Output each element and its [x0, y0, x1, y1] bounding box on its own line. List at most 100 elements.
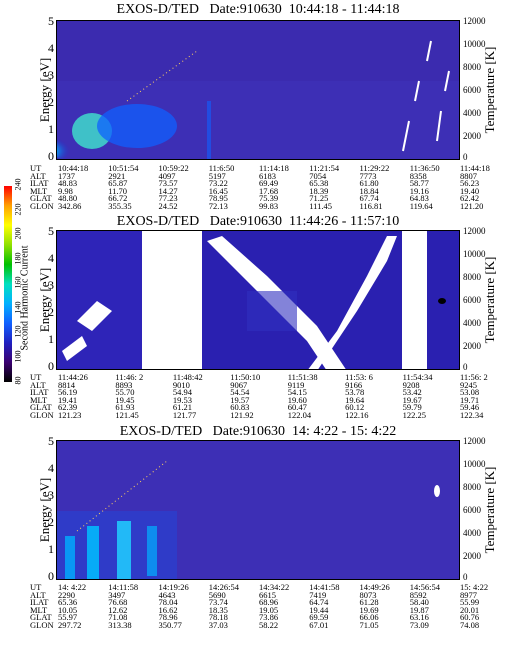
- table-cell: 1737: [58, 170, 75, 181]
- table-cell: 355.35: [108, 200, 132, 211]
- table-cell: 11:36:50: [409, 163, 440, 173]
- y2tick: 12000: [463, 226, 486, 236]
- y2-axis-label: Temperature [K]: [482, 466, 497, 554]
- colorbar-tick: 180: [13, 252, 23, 264]
- table-cell: 60.12: [345, 402, 365, 413]
- row-label: MLT: [30, 394, 48, 405]
- panel-2: EXOS-D/TED Date:910630 11:44:26 - 11:57:…: [0, 212, 505, 424]
- table-cell: 54.54: [230, 387, 250, 398]
- table-cell: 48.83: [58, 178, 78, 189]
- row-label: GLON: [30, 619, 54, 630]
- table-cell: 121.20: [460, 200, 484, 211]
- ytick: 5: [48, 434, 54, 448]
- table-cell: 37.03: [208, 619, 228, 630]
- y2tick: 6000: [463, 505, 481, 515]
- table-cell: 16.45: [208, 185, 228, 196]
- table-cell: 18.39: [309, 185, 329, 196]
- spectrogram-2: [57, 231, 459, 369]
- table-cell: 8073: [359, 589, 377, 600]
- table-cell: 58.22: [259, 619, 279, 630]
- table-cell: 71.25: [309, 193, 329, 204]
- ytick: 3: [48, 278, 54, 292]
- table-cell: 78.96: [158, 612, 178, 623]
- y2tick: 8000: [463, 272, 481, 282]
- table-cell: 121.45: [115, 409, 139, 420]
- table-cell: 9067: [230, 379, 248, 390]
- spectrogram-plot: [56, 230, 460, 370]
- y2tick: 8000: [463, 482, 481, 492]
- panel-title: EXOS-D/TED Date:910630 10:44:18 - 11:44:…: [116, 2, 400, 17]
- table-cell: 14:19:26: [158, 582, 189, 592]
- table-cell: 16.62: [158, 604, 178, 615]
- table-cell: 19.69: [359, 604, 379, 615]
- table-cell: 19.40: [460, 185, 480, 196]
- table-cell: 59.79: [402, 402, 422, 413]
- table-cell: 61.28: [359, 597, 379, 608]
- colorbar-tick: 120: [13, 325, 23, 338]
- table-cell: 58.40: [409, 597, 429, 608]
- table-cell: 19.45: [115, 394, 135, 405]
- row-label: ILAT: [30, 387, 49, 398]
- table-cell: 72.13: [208, 200, 228, 211]
- table-cell: 66.06: [359, 612, 379, 623]
- table-cell: 7419: [309, 589, 327, 600]
- table-cell: 2290: [58, 589, 75, 600]
- table-cell: 122.25: [402, 409, 426, 420]
- colorbar-tick: 240: [13, 178, 23, 191]
- table-cell: 14:11:58: [108, 582, 139, 592]
- table-cell: 64.83: [409, 193, 429, 204]
- table-cell: 8358: [409, 170, 427, 181]
- table-cell: 14:56:54: [409, 582, 440, 592]
- table-cell: 19.57: [230, 394, 250, 405]
- table-cell: 53.08: [460, 387, 480, 398]
- table-cell: 59.46: [460, 402, 480, 413]
- row-label: MLT: [30, 604, 48, 615]
- y2tick: 4000: [463, 528, 481, 538]
- ytick: 0: [48, 569, 54, 583]
- table-cell: 69.49: [259, 178, 279, 189]
- table-cell: 119.64: [409, 200, 433, 211]
- row-label: UT: [30, 163, 42, 173]
- row-label: ALT: [30, 589, 46, 600]
- table-cell: 14:49:26: [359, 582, 390, 592]
- colorbar-tick: 200: [13, 227, 23, 240]
- table-cell: 11:21:54: [309, 163, 340, 173]
- y2-axis-label: Temperature [K]: [482, 256, 497, 344]
- table-cell: 9.98: [58, 185, 73, 196]
- ytick: 3: [48, 488, 54, 502]
- table-cell: 24.52: [158, 200, 178, 211]
- row-label: ILAT: [30, 178, 49, 189]
- table-cell: 55.97: [58, 612, 78, 623]
- table-cell: 71.08: [108, 612, 128, 623]
- table-cell: 10:51:54: [108, 163, 139, 173]
- colorbar-tick: 80: [13, 376, 23, 385]
- ytick: 2: [48, 305, 54, 319]
- table-cell: 73.57: [158, 178, 178, 189]
- table-cell: 11:56: 2: [460, 372, 488, 382]
- table-cell: 62.39: [58, 402, 78, 413]
- table-cell: 121.92: [230, 409, 254, 420]
- table-cell: 60.76: [460, 612, 480, 623]
- table-cell: 63.16: [409, 612, 429, 623]
- table-cell: 19.41: [58, 394, 78, 405]
- table-cell: 9208: [402, 379, 420, 390]
- y2tick: 0: [463, 572, 468, 582]
- table-cell: 65.38: [309, 178, 329, 189]
- row-label: GLAT: [30, 193, 52, 204]
- y-axis-label: Energy [eV]: [37, 267, 52, 333]
- colorbar: [4, 186, 12, 382]
- table-cell: 5197: [208, 170, 226, 181]
- table-cell: 69.59: [309, 612, 329, 623]
- ytick: 1: [48, 542, 54, 556]
- table-cell: 48.80: [58, 193, 78, 204]
- table-cell: 9010: [172, 379, 190, 390]
- table-cell: 60.47: [287, 402, 307, 413]
- panel-title: EXOS-D/TED Date:910630 11:44:26 - 11:57:…: [116, 214, 400, 229]
- table-cell: 53.42: [402, 387, 422, 398]
- table-cell: 7054: [309, 170, 327, 181]
- spectrogram-plot: [56, 20, 460, 160]
- table-cell: 7773: [359, 170, 377, 181]
- table-cell: 73.74: [208, 597, 228, 608]
- table-cell: 61.80: [359, 178, 379, 189]
- y2-axis-label: Temperature [K]: [482, 46, 497, 134]
